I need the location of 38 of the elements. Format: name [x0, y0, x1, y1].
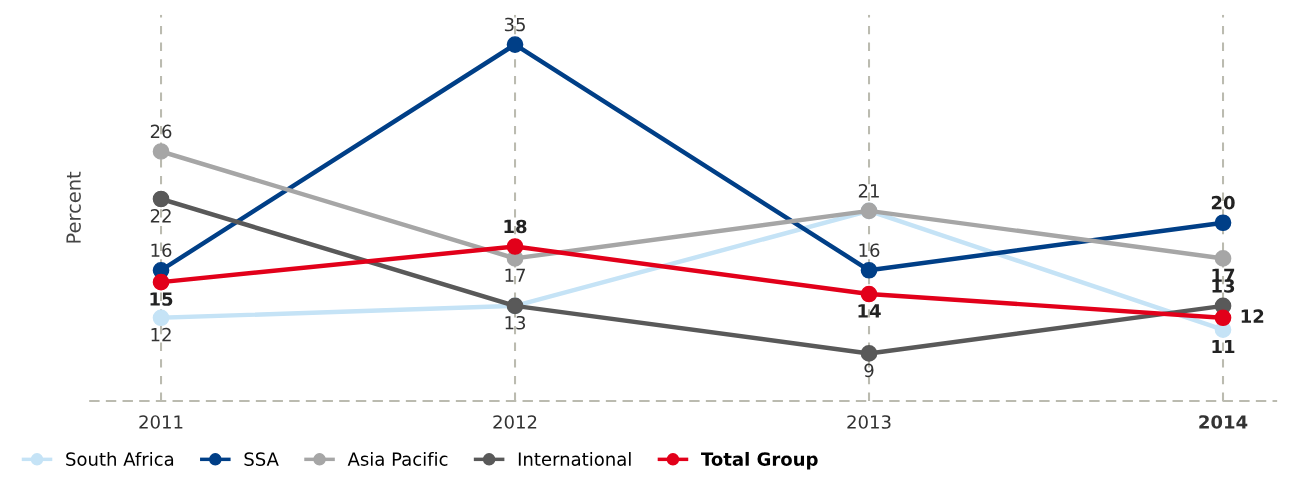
data-label: 16	[151, 243, 172, 258]
data-label: 16	[859, 243, 880, 258]
x-tick-label: 2011	[139, 415, 183, 429]
data-label: 20	[1211, 195, 1235, 210]
point	[152, 190, 170, 208]
point	[506, 238, 524, 255]
point	[152, 309, 170, 327]
point	[1214, 250, 1232, 267]
legend-label: South Africa	[66, 451, 174, 466]
point	[860, 285, 878, 303]
data-label: 17	[505, 268, 525, 282]
data-label: 13	[505, 315, 526, 330]
data-label: 12	[1241, 309, 1264, 323]
x-tick-label: 2012	[493, 415, 537, 429]
x-tick-label: 2013	[847, 415, 891, 429]
data-label: 12	[151, 327, 171, 342]
legend-label: Asia Pacific	[347, 451, 448, 466]
data-label: 22	[150, 209, 171, 223]
data-label: 21	[858, 183, 879, 198]
point	[860, 345, 878, 362]
data-label: 14	[858, 304, 881, 318]
data-label: 11	[1212, 339, 1235, 354]
data-label: 18	[504, 219, 527, 234]
data-label: 35	[504, 17, 525, 32]
point	[152, 273, 170, 291]
point	[860, 261, 878, 279]
data-label: 15	[150, 292, 173, 306]
legend-label: International	[518, 451, 631, 466]
point	[506, 36, 524, 53]
point	[1214, 309, 1232, 327]
data-label: 26	[150, 124, 172, 139]
point	[152, 143, 170, 160]
y-axis-title: Percent	[66, 171, 81, 243]
x-tick-label: 2014	[1199, 415, 1248, 429]
legend-label: Total Group	[701, 451, 818, 470]
point	[1214, 214, 1232, 232]
legend-label: SSA	[244, 452, 279, 466]
data-label: 9	[864, 363, 874, 378]
